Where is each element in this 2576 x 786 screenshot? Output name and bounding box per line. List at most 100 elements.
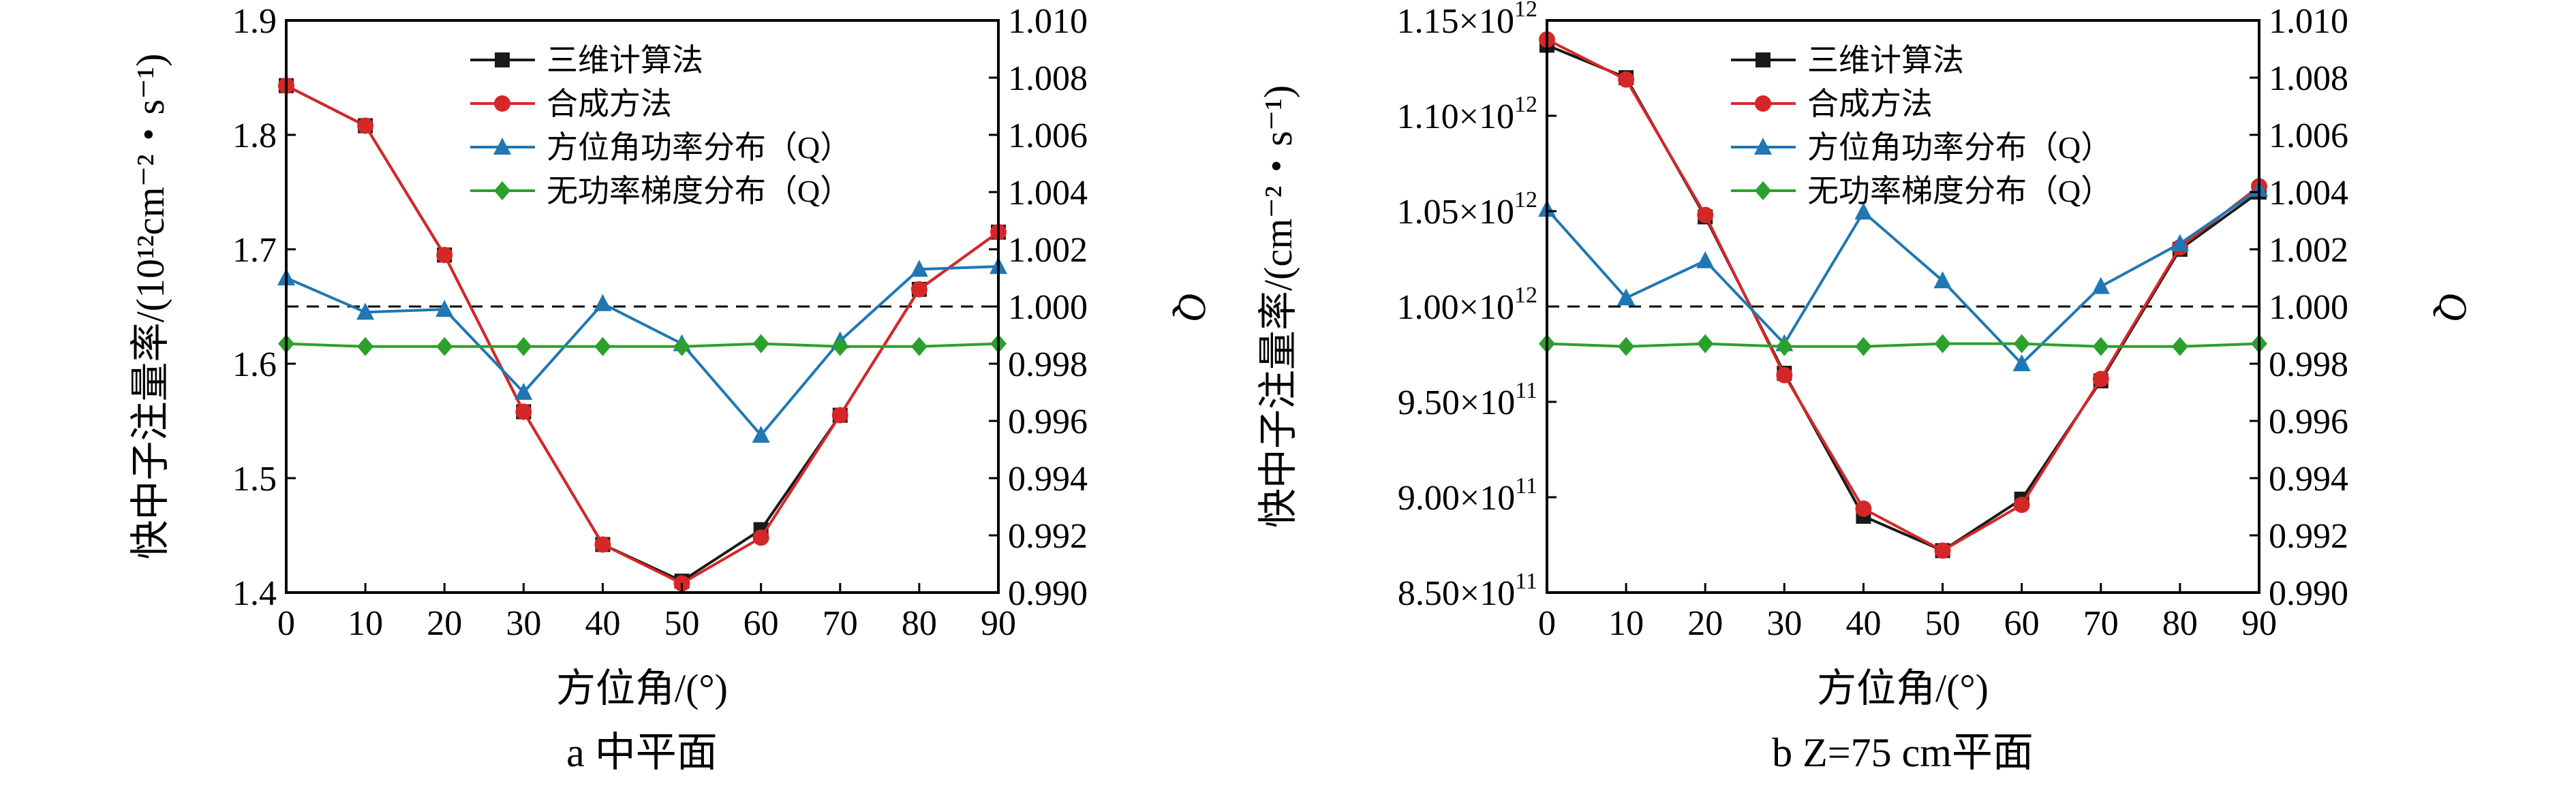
data-point <box>436 336 453 356</box>
legend-label: 合成方法 <box>1807 87 1933 121</box>
y-right-tick-label: 0.990 <box>2269 574 2348 613</box>
x-tick-label: 0 <box>1538 604 1556 643</box>
y-right-tick-label: 1.006 <box>2269 116 2348 155</box>
data-point <box>1776 366 1793 383</box>
y-right-tick-label: 1.008 <box>2269 59 2348 98</box>
legend-label: 无功率梯度分布（Q） <box>547 174 851 208</box>
x-axis-label: 方位角/(°) <box>556 666 728 710</box>
data-point <box>357 336 374 356</box>
legend-marker <box>493 138 511 155</box>
series-layer <box>277 77 1007 592</box>
y-tick-label: 1.9 <box>232 2 277 41</box>
x-tick-label: 30 <box>1766 604 1802 643</box>
legend-marker <box>1755 181 1771 200</box>
x-tick-label: 20 <box>1687 604 1723 643</box>
data-point <box>2012 354 2031 371</box>
legend-marker <box>1754 138 1772 155</box>
y-right-tick-label: 1.000 <box>1008 288 1088 327</box>
legend-label: 合成方法 <box>547 87 672 121</box>
data-point <box>2171 336 2188 356</box>
series-line <box>286 265 999 438</box>
legend-marker <box>495 52 510 67</box>
chart-caption: b Z=75 cm平面 <box>1772 730 2034 775</box>
data-point <box>1855 336 1872 356</box>
chart-panel-a: 0 10 20 30 40 50 60 70 80 90 1.4 1.5 1.6 1.7 1.8 1.9 0.9… <box>128 2 1214 775</box>
x-tick-label: 40 <box>585 604 620 643</box>
y-right-tick-label: 1.004 <box>2269 174 2348 213</box>
x-tick-label: 50 <box>664 604 700 643</box>
data-point <box>2171 234 2189 251</box>
y-right-tick-label: 0.992 <box>2269 517 2348 556</box>
data-point <box>2013 334 2030 353</box>
x-tick-label: 0 <box>277 604 295 643</box>
series-line <box>286 342 999 348</box>
y-tick-label: 1.4 <box>232 574 277 613</box>
y-right-tick-label: 1.000 <box>2269 288 2348 327</box>
data-point <box>752 529 769 546</box>
data-point <box>2013 497 2030 514</box>
y-right-tick-label: 1.002 <box>1008 231 1088 270</box>
series-line <box>1546 188 2260 366</box>
y-right-tick-label: 0.994 <box>1008 460 1088 499</box>
data-point <box>752 426 770 443</box>
y-right-tick-label: 0.998 <box>1008 345 1088 384</box>
legend-label: 方位角功率分布（Q） <box>547 130 851 165</box>
y-right-tick-label: 1.002 <box>2269 231 2348 270</box>
x-tick-label: 70 <box>823 604 858 643</box>
chart-panel-b: 0 10 20 30 40 50 60 70 80 90 8.50×1011 9.00×1011 9.5… <box>1256 0 2475 775</box>
data-point <box>673 336 690 356</box>
x-axis-label: 方位角/(°) <box>1817 666 1989 710</box>
x-tick-label: 10 <box>1608 604 1644 643</box>
data-point <box>1697 334 1714 353</box>
x-tick-label: 30 <box>506 604 541 643</box>
x-tick-label: 80 <box>2162 604 2198 643</box>
legend-label: 无功率梯度分布（Q） <box>1807 174 2112 208</box>
legend-marker <box>1755 52 1770 67</box>
data-point <box>1696 251 1715 268</box>
data-point <box>1934 334 1951 353</box>
x-tick-label: 40 <box>1845 604 1881 643</box>
legend-marker <box>494 181 510 200</box>
y-axis-label: 快中子注量率/(cm⁻²・s⁻¹) <box>1256 85 1300 528</box>
y-right-tick-label: 0.990 <box>1008 574 1088 613</box>
y-tick-label: 9.00×1011 <box>1398 473 1537 518</box>
y-tick-label: 1.8 <box>232 116 277 155</box>
x-tick-label: 80 <box>902 604 937 643</box>
x-tick-label: 90 <box>981 604 1016 643</box>
data-point <box>594 336 611 356</box>
y-axis-right-label: Q <box>2431 292 2475 321</box>
y-tick-label: 8.50×1011 <box>1398 569 1537 613</box>
data-point <box>515 336 532 356</box>
data-point <box>1618 336 1635 356</box>
data-point <box>1776 336 1793 356</box>
x-tick-label: 10 <box>348 604 383 643</box>
x-tick-label: 60 <box>743 604 779 643</box>
data-point <box>2091 277 2110 294</box>
data-point <box>910 260 928 277</box>
data-point <box>1933 271 1952 289</box>
data-point <box>435 300 454 317</box>
data-point <box>1697 206 1714 223</box>
data-point <box>752 334 769 353</box>
data-point <box>831 336 848 356</box>
y-tick-label: 9.50×1011 <box>1398 378 1537 422</box>
x-tick-label: 90 <box>2241 604 2277 643</box>
y-tick-label: 1.7 <box>232 231 277 270</box>
data-point <box>1854 202 1873 220</box>
y-tick-label: 1.05×1012 <box>1397 187 1537 232</box>
data-point <box>594 294 612 311</box>
series-line <box>1546 342 2260 348</box>
data-point <box>2092 371 2109 388</box>
data-point <box>357 117 374 134</box>
y-tick-label: 1.15×1012 <box>1397 0 1537 41</box>
y-right-tick-label: 0.992 <box>1008 517 1088 556</box>
data-point <box>515 403 532 420</box>
axis-ticks: 0 10 20 30 40 50 60 70 80 90 1.4 1.5 1.6 1.7 1.8 1.9 0.9… <box>232 2 1088 643</box>
legend-label: 三维计算法 <box>547 43 703 78</box>
y-right-tick-label: 1.010 <box>1008 2 1088 41</box>
series-line <box>286 84 1000 585</box>
legend-marker <box>1755 95 1771 112</box>
chart-caption: a 中平面 <box>566 730 718 775</box>
